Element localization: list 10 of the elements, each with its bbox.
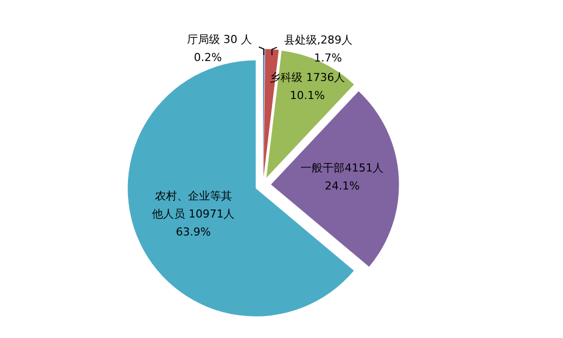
slice-label: 厅局级 30 人 xyxy=(186,33,252,46)
slice-label: 乡科级 1736人 xyxy=(270,70,346,84)
slice-label: 一般干部4151人 xyxy=(300,161,384,174)
data-label: 1.7% xyxy=(314,51,342,64)
data-label: 10.1% xyxy=(290,88,325,102)
data-label: 63.9% xyxy=(176,225,211,238)
slice-label: 县处级,289人 xyxy=(284,33,352,46)
slice-label: 农村、企业等其他人员 10971人 xyxy=(152,189,235,220)
data-label: 24.1% xyxy=(324,179,360,192)
data-label: 0.2% xyxy=(194,51,222,64)
